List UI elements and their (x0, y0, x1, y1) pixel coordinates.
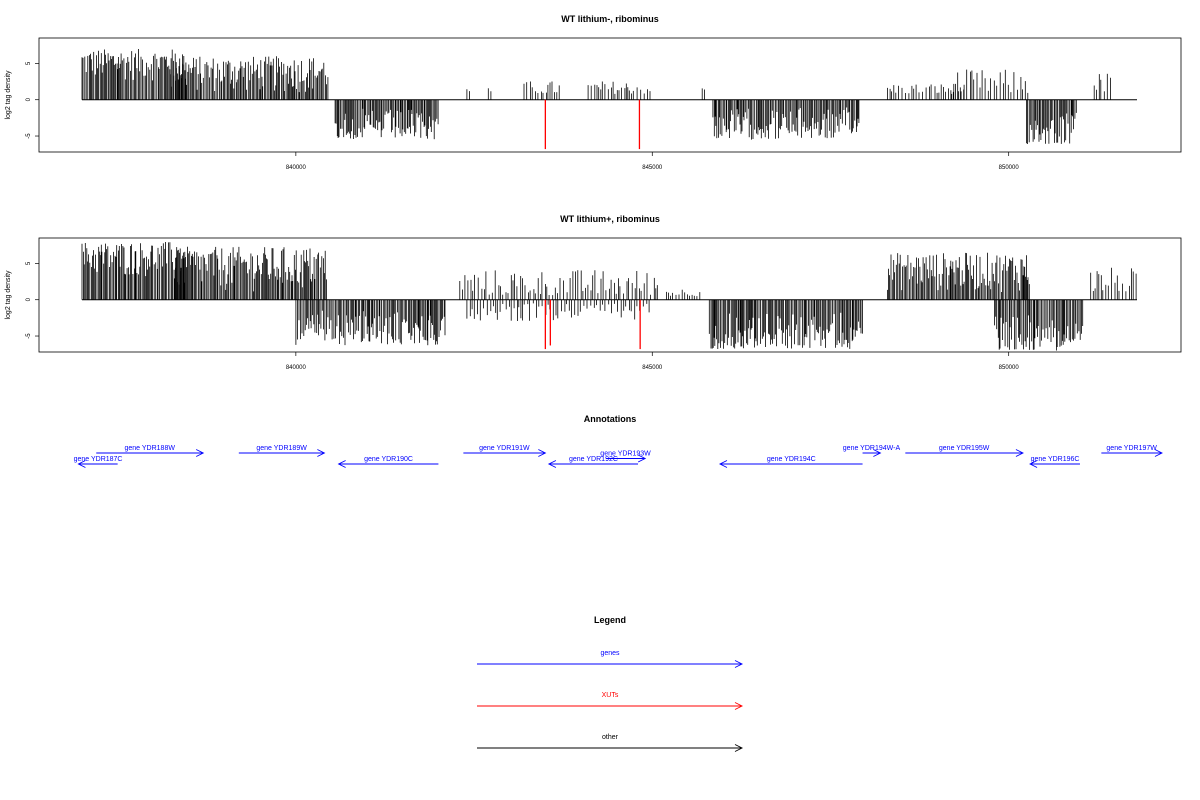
gene-label: gene YDR189W (256, 445, 307, 452)
panel-1-ylabel: log2 tag density (5, 70, 12, 120)
gene-label: gene YDR187C (74, 456, 123, 463)
legend-arrowhead (734, 660, 744, 668)
gene-label: gene YDR188W (124, 445, 175, 452)
gene-label: gene YDR193W (600, 451, 651, 458)
gene-arrowhead (317, 449, 326, 457)
y-tick-label: 0 (26, 97, 32, 101)
gene-arrowhead (1029, 460, 1038, 468)
panel-2-frame (38, 237, 1182, 353)
panel-1-xaxis: 840000 845000 850000 (286, 152, 1020, 171)
gene-label: gene YDR190C (364, 456, 413, 463)
gene-label: gene YDR191W (479, 445, 530, 452)
x-tick-label: 840000 (286, 365, 307, 371)
gene-arrowhead (718, 460, 728, 468)
gene-label: gene YDR197W (1106, 445, 1157, 452)
legend-entries: genes XUTs other (477, 650, 744, 752)
panel-2-bars (81, 242, 1137, 351)
panel-1-bars (81, 49, 1137, 150)
gene-arrowhead (195, 449, 205, 457)
gene-arrowhead (547, 460, 557, 468)
panel-lithium-minus: WT lithium-, ribominus log2 tag density … (5, 14, 1182, 171)
y-tick-label: -5 (26, 133, 32, 139)
legend-label: other (602, 734, 619, 741)
gene-label: gene YDR196C (1031, 456, 1080, 463)
gene-label: gene YDR194W-A (843, 445, 901, 452)
legend-label: genes (600, 650, 620, 657)
legend-label: XUTs (602, 692, 619, 699)
gene-label: gene YDR194C (767, 456, 816, 463)
annotations-title: Annotations (584, 414, 637, 424)
gene-arrowhead (873, 449, 882, 457)
gene-arrowhead (337, 460, 346, 468)
panel-2-title: WT lithium+, ribominus (560, 214, 660, 224)
y-tick-label: 5 (26, 61, 32, 65)
legend-arrowhead (734, 702, 744, 710)
legend-title: Legend (594, 615, 626, 625)
gene-label: gene YDR192C (569, 456, 618, 463)
panel-1-frame (38, 37, 1182, 153)
gene-arrowhead (1154, 449, 1163, 457)
panel-2-xaxis: 840000 845000 850000 (286, 352, 1020, 371)
legend: Legend genes XUTs other (477, 615, 744, 752)
panel-2-yaxis: 5 0 -5 (26, 261, 39, 339)
panel-2-ylabel: log2 tag density (5, 270, 12, 320)
y-tick-label: 0 (26, 297, 32, 301)
gene-arrowhead (1015, 449, 1024, 457)
panel-1-title: WT lithium-, ribominus (561, 14, 659, 24)
gene-arrowhead (77, 460, 86, 468)
gene-arrowhead (637, 454, 647, 463)
y-tick-label: -5 (26, 333, 32, 339)
x-tick-label: 850000 (999, 365, 1020, 371)
x-tick-label: 845000 (642, 365, 663, 371)
legend-arrowhead (734, 744, 744, 752)
panel-lithium-plus: WT lithium+, ribominus log2 tag density … (5, 214, 1182, 371)
y-tick-label: 5 (26, 261, 32, 265)
gene-arrowhead (538, 449, 547, 457)
x-tick-label: 850000 (999, 165, 1020, 171)
x-tick-label: 845000 (642, 165, 663, 171)
panel-1-yaxis: 5 0 -5 (26, 61, 39, 139)
x-tick-label: 840000 (286, 165, 307, 171)
gene-label: gene YDR195W (939, 445, 990, 452)
